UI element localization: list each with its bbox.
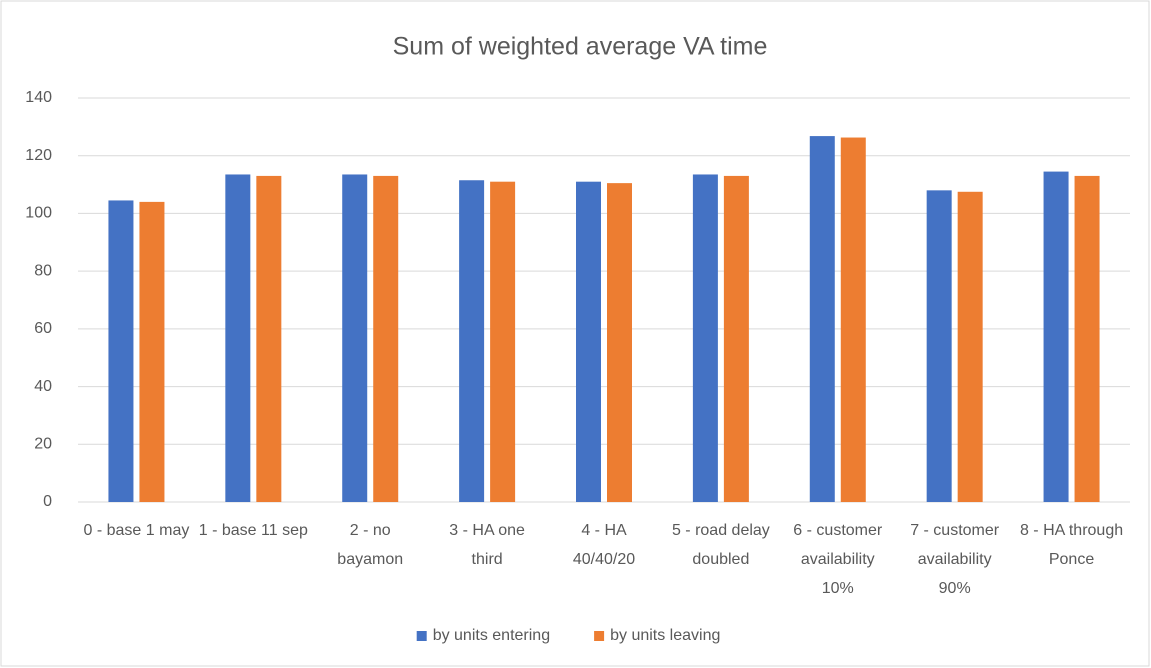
bar [459,180,485,502]
x-tick-label: 3 - HA one third [449,522,525,568]
y-tick-label: 0 [43,493,52,510]
bar [490,181,516,502]
legend-swatch [416,631,427,641]
bar [723,175,749,502]
y-tick-label: 60 [34,320,52,337]
legend-swatch [594,631,605,641]
bar [373,175,399,502]
y-tick-label: 100 [25,205,52,222]
bar [576,181,601,502]
y-tick-label: 140 [25,89,52,106]
x-tick-label: 7 - customer availability 90% [910,522,1000,597]
x-tick-label: 0 - base 1 may [83,522,190,539]
x-tick-label: 6 - customer availability 10% [793,522,883,597]
x-tick-label: 4 - HA 40/40/20 [572,522,636,568]
x-tick-label: 2 - no bayamon [337,522,404,568]
legend-label: by units entering [433,627,550,644]
legend-label: by units leaving [610,627,720,644]
x-tick-label: 5 - road delay doubled [671,522,770,568]
bar [692,174,718,502]
y-tick-label: 120 [25,147,52,164]
chart-title: Sum of weighted average VA time [393,33,768,61]
bar [342,174,368,502]
x-tick-label: 1 - base 11 sep [198,522,308,539]
bar [926,190,952,503]
bar [1074,175,1100,502]
bar [108,200,134,502]
y-tick-label: 20 [34,436,52,453]
bar [957,191,983,503]
bar [809,136,835,502]
bar [840,137,866,502]
bar [607,183,632,502]
bar [1043,171,1069,503]
y-tick-label: 40 [34,378,52,395]
bar [139,201,165,502]
bar [256,175,282,502]
y-tick-label: 80 [34,262,52,279]
bar [225,174,251,502]
x-tick-label: 8 - HA through Ponce [1019,522,1124,568]
